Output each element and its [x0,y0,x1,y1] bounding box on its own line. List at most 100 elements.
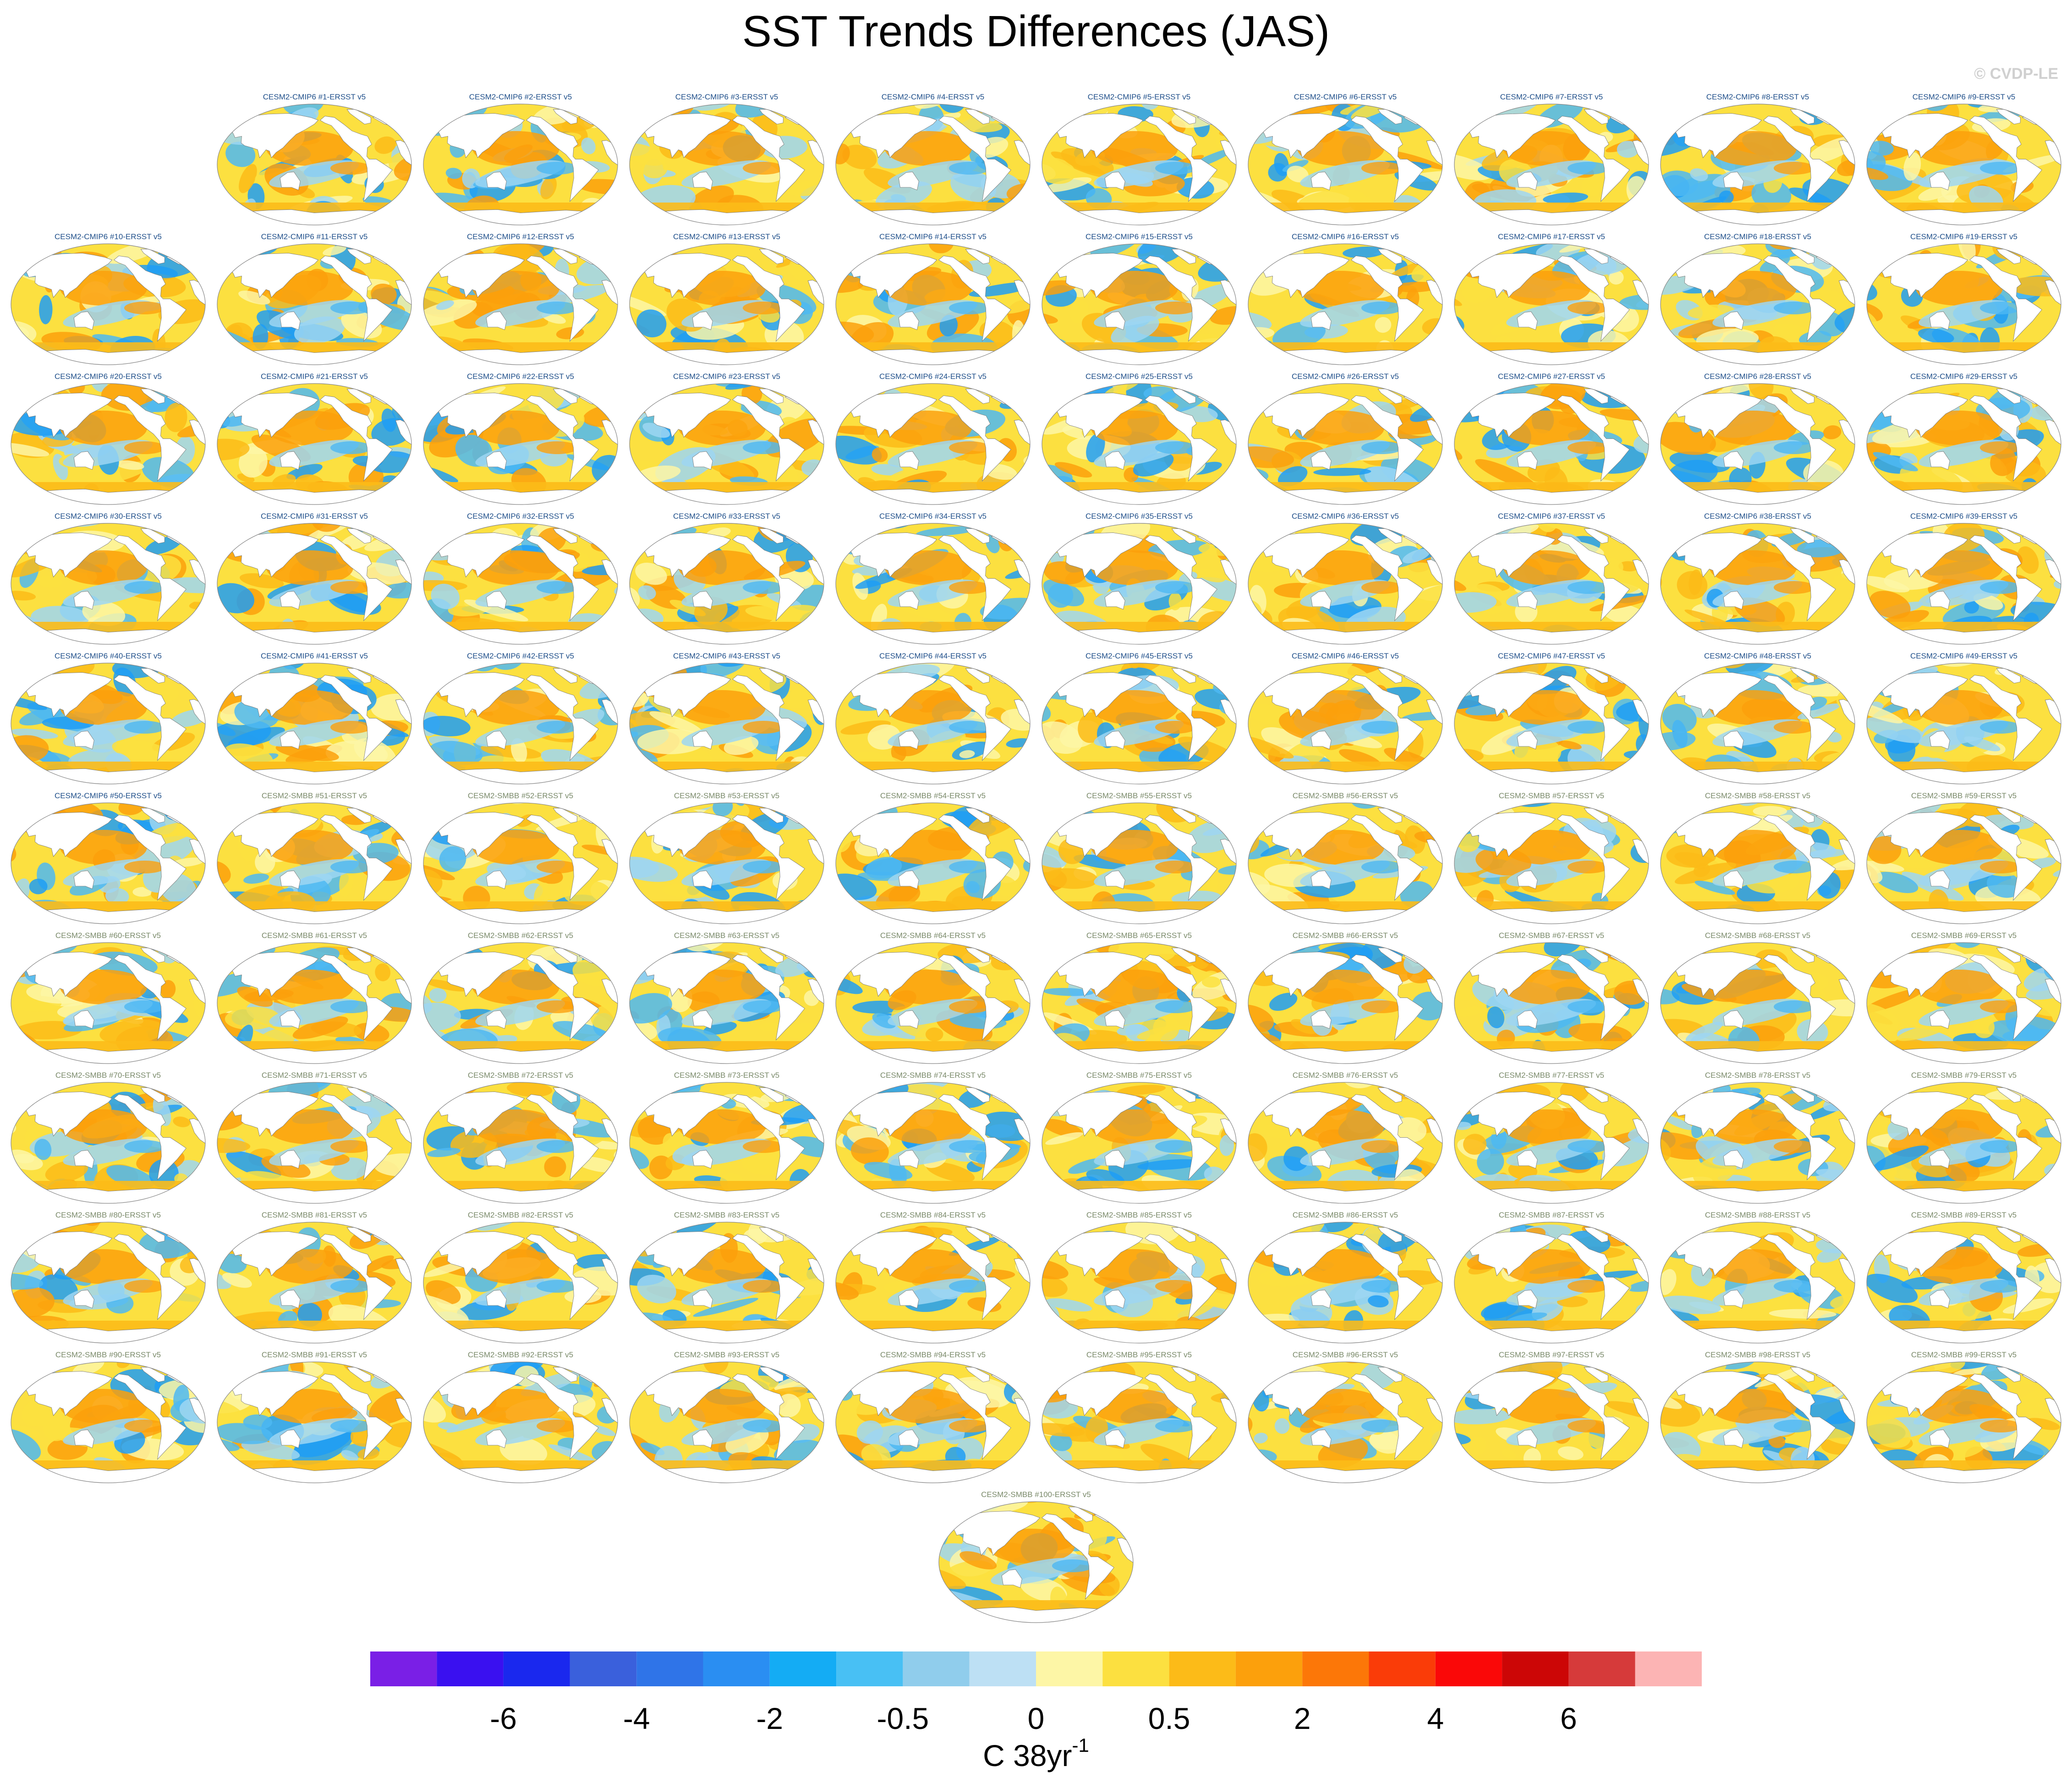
sst-trend-map [1660,1082,1855,1204]
panel-title: CESM2-CMIP6 #38-ERSST v5 [1704,512,1811,521]
sst-trend-map [11,243,206,365]
map-panel: CESM2-CMIP6 #33-ERSST v5 [628,511,825,648]
map-panel: CESM2-SMBB #75-ERSST v5 [1041,1070,1238,1207]
map-panel: CESM2-CMIP6 #27-ERSST v5 [1453,371,1650,509]
map-panel: CESM2-SMBB #74-ERSST v5 [834,1070,1031,1207]
sst-trend-map [11,523,206,645]
sst-trend-map [11,1082,206,1204]
panel-title: CESM2-CMIP6 #16-ERSST v5 [1292,232,1399,241]
sst-trend-map [1041,104,1237,225]
sst-trend-map [423,802,618,924]
sst-trend-map [1248,1361,1443,1483]
map-panel: CESM2-SMBB #82-ERSST v5 [422,1210,619,1347]
sst-trend-map [423,1222,618,1344]
panel-title: CESM2-CMIP6 #47-ERSST v5 [1498,652,1605,660]
sst-trend-map [1248,1222,1443,1344]
sst-trend-map [1041,1082,1237,1204]
panel-title: CESM2-CMIP6 #29-ERSST v5 [1910,372,2017,381]
panel-title: CESM2-SMBB #78-ERSST v5 [1705,1071,1811,1080]
panel-title: CESM2-CMIP6 #22-ERSST v5 [467,372,574,381]
colorbar-tick-label: 6 [1560,1701,1577,1735]
sst-trend-map [1660,104,1855,225]
map-panel: CESM2-CMIP6 #13-ERSST v5 [628,231,825,369]
map-panel: CESM2-SMBB #56-ERSST v5 [1247,790,1444,928]
map-panel: CESM2-CMIP6 #4-ERSST v5 [834,92,1031,229]
map-panel: CESM2-SMBB #70-ERSST v5 [10,1070,207,1207]
panel-title: CESM2-SMBB #52-ERSST v5 [467,791,574,800]
sst-trend-map [1041,663,1237,785]
sst-trend-map [629,1082,824,1204]
map-panel: CESM2-CMIP6 #39-ERSST v5 [1865,511,2062,648]
panel-title: CESM2-CMIP6 #6-ERSST v5 [1294,93,1397,101]
panel-title: CESM2-CMIP6 #34-ERSST v5 [879,512,987,521]
sst-trend-map [11,1361,206,1483]
map-panel: CESM2-SMBB #63-ERSST v5 [628,930,825,1068]
panel-title: CESM2-SMBB #77-ERSST v5 [1498,1071,1605,1080]
panel-grid: CESM2-CMIP6 #1-ERSST v5 CESM2-CMIP6 #2-ER… [10,92,2062,1623]
map-panel: CESM2-SMBB #60-ERSST v5 [10,930,207,1068]
panel-title: CESM2-SMBB #87-ERSST v5 [1498,1211,1605,1219]
map-panel: CESM2-SMBB #98-ERSST v5 [1659,1350,1856,1487]
sst-trend-map [835,383,1031,505]
sst-trend-map [1660,243,1855,365]
map-panel: CESM2-CMIP6 #22-ERSST v5 [422,371,619,509]
map-panel: CESM2-CMIP6 #31-ERSST v5 [216,511,413,648]
panel-title: CESM2-CMIP6 #33-ERSST v5 [673,512,780,521]
map-panel: CESM2-CMIP6 #25-ERSST v5 [1041,371,1238,509]
panel-title: CESM2-SMBB #91-ERSST v5 [261,1350,367,1359]
colorbar-swatch [437,1651,504,1686]
sst-trend-map [629,663,824,785]
panel-title: CESM2-SMBB #92-ERSST v5 [467,1350,574,1359]
map-panel: CESM2-SMBB #66-ERSST v5 [1247,930,1444,1068]
panel-title: CESM2-SMBB #84-ERSST v5 [880,1211,986,1219]
map-panel: CESM2-SMBB #85-ERSST v5 [1041,1210,1238,1347]
map-panel: CESM2-SMBB #81-ERSST v5 [216,1210,413,1347]
map-panel: CESM2-CMIP6 #9-ERSST v5 [1865,92,2062,229]
panel-title: CESM2-CMIP6 #13-ERSST v5 [673,232,780,241]
colorbar-swatch [1169,1651,1236,1686]
sst-trend-map [1660,802,1855,924]
colorbar-units-exponent: -1 [1072,1734,1089,1756]
panel-title: CESM2-SMBB #94-ERSST v5 [880,1350,986,1359]
map-panel: CESM2-CMIP6 #42-ERSST v5 [422,651,619,788]
colorbar-tick-label: -0.5 [877,1701,929,1735]
map-panel: CESM2-SMBB #55-ERSST v5 [1041,790,1238,928]
map-panel: CESM2-SMBB #96-ERSST v5 [1247,1350,1444,1487]
sst-trend-map [938,1501,1134,1623]
panel-title: CESM2-CMIP6 #21-ERSST v5 [261,372,368,381]
panel-title: CESM2-SMBB #60-ERSST v5 [55,931,161,940]
panel-title: CESM2-CMIP6 #12-ERSST v5 [467,232,574,241]
panel-title: CESM2-SMBB #79-ERSST v5 [1911,1071,2017,1080]
colorbar-tick-label: 0.5 [1148,1701,1190,1735]
sst-trend-map [11,942,206,1064]
sst-trend-map [423,942,618,1064]
colorbar-swatch [703,1651,770,1686]
sst-trend-map [217,663,412,785]
map-panel: CESM2-CMIP6 #1-ERSST v5 [216,92,413,229]
panel-title: CESM2-CMIP6 #20-ERSST v5 [55,372,162,381]
panel-title: CESM2-SMBB #83-ERSST v5 [674,1211,780,1219]
panel-title: CESM2-SMBB #54-ERSST v5 [880,791,986,800]
map-panel: CESM2-SMBB #86-ERSST v5 [1247,1210,1444,1347]
panel-title: CESM2-CMIP6 #19-ERSST v5 [1910,232,2017,241]
panel-title: CESM2-CMIP6 #26-ERSST v5 [1292,372,1399,381]
map-panel: CESM2-SMBB #51-ERSST v5 [216,790,413,928]
panel-title: CESM2-SMBB #69-ERSST v5 [1911,931,2017,940]
map-panel: CESM2-CMIP6 #40-ERSST v5 [10,651,207,788]
sst-trend-map [629,942,824,1064]
panel-title: CESM2-CMIP6 #35-ERSST v5 [1085,512,1193,521]
colorbar-swatch [836,1651,903,1686]
colorbar-tick-label: -4 [623,1701,650,1735]
colorbar-units-base: C 38yr [983,1739,1072,1772]
panel-title: CESM2-SMBB #61-ERSST v5 [261,931,367,940]
panel-title: CESM2-SMBB #55-ERSST v5 [1086,791,1192,800]
map-panel: CESM2-SMBB #94-ERSST v5 [834,1350,1031,1487]
panel-title: CESM2-CMIP6 #24-ERSST v5 [879,372,987,381]
panel-title: CESM2-CMIP6 #44-ERSST v5 [879,652,987,660]
map-panel: CESM2-SMBB #72-ERSST v5 [422,1070,619,1207]
panel-title: CESM2-SMBB #70-ERSST v5 [55,1071,161,1080]
map-panel: CESM2-CMIP6 #35-ERSST v5 [1041,511,1238,648]
sst-trend-map [423,523,618,645]
map-panel: CESM2-SMBB #68-ERSST v5 [1659,930,1856,1068]
sst-trend-map [217,942,412,1064]
